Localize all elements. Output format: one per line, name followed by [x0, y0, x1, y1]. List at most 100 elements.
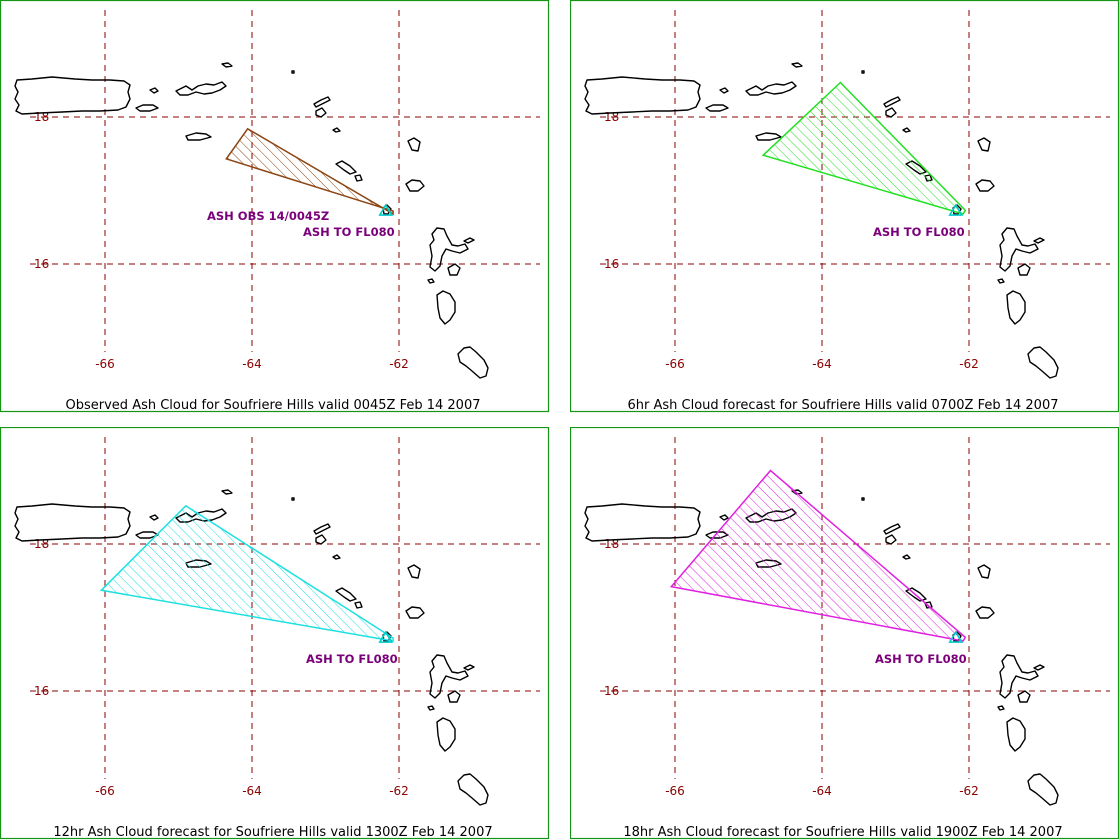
coastline-guadeloupe	[999, 654, 1039, 699]
coastline-dominica	[436, 290, 456, 325]
coastline-guadeloupe	[999, 227, 1039, 272]
coastline-barbuda	[407, 564, 421, 579]
coastline-dominica	[1006, 717, 1026, 752]
coastline-anegada	[221, 489, 233, 495]
panel-caption: 18hr Ash Cloud forecast for Soufriere Hi…	[623, 825, 1062, 840]
panel-caption: 12hr Ash Cloud forecast for Soufriere Hi…	[53, 825, 492, 840]
panel-caption: 6hr Ash Cloud forecast for Soufriere Hil…	[628, 398, 1059, 413]
coastline-culebra	[149, 87, 159, 94]
coastline-st-martin	[315, 534, 327, 545]
coastline-les-saintes	[427, 278, 435, 284]
coastline-antigua	[405, 606, 425, 619]
ash-top-label: ASH TO FL080	[306, 652, 398, 666]
latitude-label: 16	[34, 257, 49, 271]
coastline-st-croix	[755, 132, 782, 141]
coastline-les-saintes	[997, 705, 1005, 711]
coastline-st-martin	[885, 534, 897, 545]
coastline-antigua	[975, 179, 995, 192]
coastline-les-saintes	[997, 278, 1005, 284]
coastline-st-barts	[332, 127, 341, 133]
coastline-sombrero	[291, 497, 295, 501]
coastline-st-barts	[902, 554, 911, 560]
longitude-label: -64	[242, 357, 262, 371]
panel-frame	[570, 427, 1119, 840]
coastline-marie-galante	[447, 690, 461, 703]
ash-obs-label: ASH OBS 14/0045Z	[207, 209, 329, 223]
coastline-martinique	[1027, 773, 1059, 806]
coastline-anguilla	[313, 96, 331, 108]
coastline-desirade	[463, 237, 475, 244]
map-panel-12hr: -66 -64 -62 18 16 12hr Ash Cloud forecast fo…	[0, 427, 550, 840]
coastline-barbuda	[977, 137, 991, 152]
coastline-marie-galante	[1017, 690, 1031, 703]
longitude-label: -66	[665, 784, 685, 798]
coastline-puerto-rico	[584, 76, 701, 115]
coastline-st-barts	[902, 127, 911, 133]
coastline-anguilla	[883, 96, 901, 108]
coastline-virgin-islands	[745, 81, 797, 96]
coastline-marie-galante	[1017, 263, 1031, 276]
coastline-anguilla	[883, 523, 901, 535]
panel-frame	[570, 0, 1119, 413]
coastline-barbuda	[977, 564, 991, 579]
coastline-antigua	[975, 606, 995, 619]
longitude-label: -62	[389, 784, 409, 798]
coastline-st-martin	[315, 107, 327, 118]
ash-cloud-polygon	[225, 127, 394, 216]
coastline-anegada	[221, 62, 233, 68]
coastline-dominica	[1006, 290, 1026, 325]
coastline-st-croix	[185, 132, 212, 141]
volcano-marker	[378, 630, 394, 643]
coastline-dominica	[436, 717, 456, 752]
map-panel-6hr: -66 -64 -62 18 16 6hr Ash Cloud forecast for…	[570, 0, 1119, 413]
coastline-marie-galante	[447, 263, 461, 276]
coastline-vieques	[705, 104, 729, 112]
coastline-culebra	[149, 514, 159, 521]
map-panel-18hr: -66 -64 -62 18 16 18hr Ash Cloud forecast fo…	[570, 427, 1119, 840]
coastline-culebra	[719, 514, 729, 521]
volcano-marker	[378, 203, 394, 216]
coastline-st-barts	[332, 554, 341, 560]
ash-cloud-polygon	[761, 81, 967, 215]
ash-top-label: ASH TO FL080	[875, 652, 967, 666]
panel-caption: Observed Ash Cloud for Soufriere Hills v…	[66, 398, 481, 413]
longitude-label: -66	[665, 357, 685, 371]
coastline-desirade	[1033, 237, 1045, 244]
coastline-puerto-rico	[14, 76, 131, 115]
coastline-st-martin	[885, 107, 897, 118]
coastline-les-saintes	[427, 705, 435, 711]
coastline-guadeloupe	[429, 227, 469, 272]
coastline-martinique	[457, 773, 489, 806]
coastline-puerto-rico	[584, 503, 701, 542]
coastline-antigua	[405, 179, 425, 192]
panel-frame	[0, 427, 550, 840]
ash-top-label: ASH TO FL080	[303, 225, 395, 239]
coastline-st-kitts	[335, 587, 357, 602]
coastline-sombrero	[861, 70, 865, 74]
coastline-nevis	[354, 601, 363, 609]
coastline-st-kitts	[335, 160, 357, 175]
longitude-label: -66	[95, 784, 115, 798]
longitude-label: -64	[812, 357, 832, 371]
coastline-sombrero	[861, 497, 865, 501]
volcano-marker	[948, 630, 964, 643]
latitude-label: 16	[34, 684, 49, 698]
coastline-vieques	[135, 104, 159, 112]
coastline-desirade	[463, 664, 475, 671]
panel-frame	[0, 0, 550, 413]
coastline-culebra	[719, 87, 729, 94]
longitude-label: -64	[812, 784, 832, 798]
ash-cloud-polygon	[99, 504, 394, 642]
latitude-label: 16	[604, 684, 619, 698]
coastline-puerto-rico	[14, 503, 131, 542]
latitude-label: 16	[604, 257, 619, 271]
longitude-label: -62	[389, 357, 409, 371]
longitude-label: -62	[959, 784, 979, 798]
coastline-anegada	[791, 62, 803, 68]
coastline-martinique	[457, 346, 489, 379]
